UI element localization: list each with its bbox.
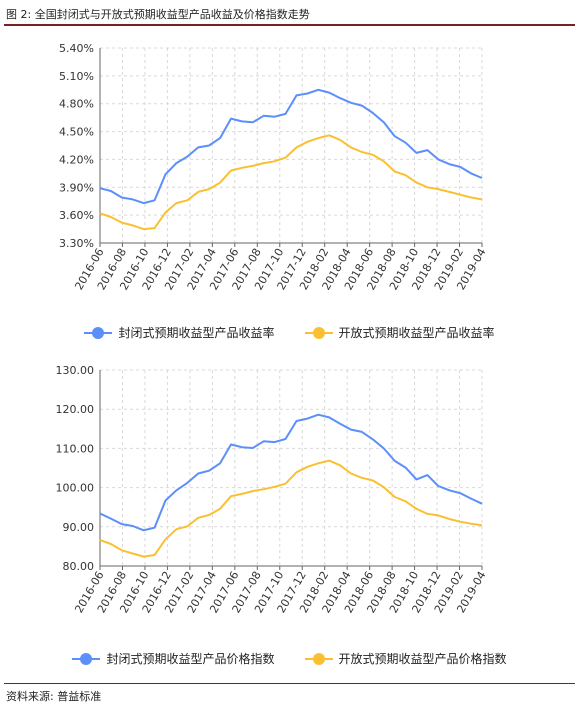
y-tick-label: 5.10% <box>59 70 94 83</box>
legend-item-closed[interactable]: 封闭式预期收益型产品价格指数 <box>72 650 274 667</box>
yield-line-chart: 5.40% 5.10% 4.80% 4.50% 4.20% 3.90% 3.60% 3.30%… <box>0 30 579 320</box>
y-tick-label: 4.50% <box>59 126 94 139</box>
legend-marker-icon <box>305 653 333 665</box>
y-tick-label: 3.90% <box>59 181 94 194</box>
y-tick-label: 3.60% <box>59 209 94 222</box>
legend-marker-icon <box>72 653 100 665</box>
data-source-note: 资料来源: 普益标准 <box>6 688 101 704</box>
y-tick-label: 110.00 <box>56 442 95 455</box>
y-tick-label: 100.00 <box>56 482 95 495</box>
legend-marker-icon <box>305 327 333 339</box>
legend-label: 封闭式预期收益型产品收益率 <box>118 324 274 341</box>
yield-chart-legend: 封闭式预期收益型产品收益率 开放式预期收益型产品收益率 <box>0 324 579 341</box>
price-index-line-chart: 130.00120.00110.00100.0090.0080.002016-0… <box>0 355 579 640</box>
title-divider <box>4 24 575 26</box>
y-tick-label: 3.30% <box>59 237 94 250</box>
legend-marker-icon <box>84 327 112 339</box>
price-index-chart-legend: 封闭式预期收益型产品价格指数 开放式预期收益型产品价格指数 <box>0 650 579 667</box>
open-series-line <box>100 461 482 557</box>
y-tick-label: 80.00 <box>63 560 95 573</box>
y-tick-label: 120.00 <box>56 403 95 416</box>
y-tick-label: 5.40% <box>59 42 94 55</box>
y-tick-label: 130.00 <box>56 364 95 377</box>
legend-label: 开放式预期收益型产品收益率 <box>339 324 495 341</box>
legend-label: 开放式预期收益型产品价格指数 <box>339 650 507 667</box>
y-tick-label: 4.20% <box>59 153 94 166</box>
legend-label: 封闭式预期收益型产品价格指数 <box>106 650 274 667</box>
figure-title: 图 2: 全国封闭式与开放式预期收益型产品收益及价格指数走势 <box>6 6 310 22</box>
y-tick-label: 90.00 <box>63 521 95 534</box>
source-divider <box>4 683 575 684</box>
legend-item-open[interactable]: 开放式预期收益型产品价格指数 <box>305 650 507 667</box>
legend-item-open[interactable]: 开放式预期收益型产品收益率 <box>305 324 495 341</box>
legend-item-closed[interactable]: 封闭式预期收益型产品收益率 <box>84 324 274 341</box>
y-tick-label: 4.80% <box>59 98 94 111</box>
